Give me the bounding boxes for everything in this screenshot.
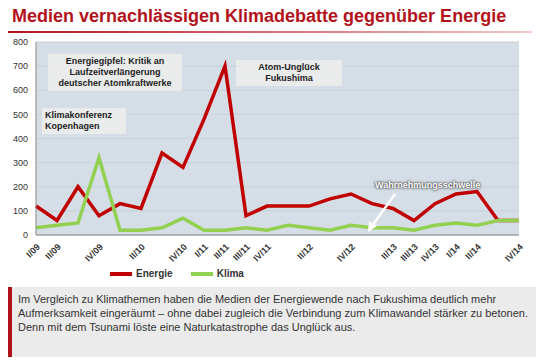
- html-text:Energie: Energie: [136, 268, 173, 279]
- svg-text:II/14: II/14: [463, 242, 482, 261]
- svg-text:IV/13: IV/13: [419, 242, 441, 264]
- svg-text:IV/12: IV/12: [335, 242, 357, 264]
- svg-text:700: 700: [13, 61, 28, 71]
- svg-text:200: 200: [13, 182, 28, 192]
- svg-text:I/11: I/11: [193, 242, 210, 259]
- html-text:Energiegipfel: Kritik an Laufz: Energiegipfel: Kritik an Laufzeitverläng…: [58, 56, 172, 88]
- svg-text:800: 800: [13, 37, 28, 47]
- html-text:Atom-Unglück Fukushima: Atom-Unglück Fukushima: [258, 62, 320, 83]
- svg-text:IV/11: IV/11: [251, 242, 273, 264]
- svg-text:IV/10: IV/10: [167, 242, 189, 264]
- svg-text:II/09: II/09: [43, 242, 62, 261]
- svg-text:II/12: II/12: [295, 242, 314, 261]
- html-text:Im Vergleich zu Klimathemen ha: Im Vergleich zu Klimathemen haben die Me…: [18, 293, 528, 333]
- svg-text:300: 300: [13, 158, 28, 168]
- svg-text:500: 500: [13, 110, 28, 120]
- svg-text:600: 600: [13, 85, 28, 95]
- html-text:Medien vernachlässigen Klimade: Medien vernachlässigen Klimadebatte gege…: [12, 6, 507, 26]
- svg-text:IV/14: IV/14: [503, 242, 525, 264]
- svg-text:I/14: I/14: [444, 242, 462, 260]
- svg-text:IV/09: IV/09: [83, 242, 105, 264]
- svg-text:0: 0: [23, 230, 28, 240]
- svg-text:II/13: II/13: [379, 242, 398, 261]
- html-text:Klimakonferenz Kopenhagen: Klimakonferenz Kopenhagen: [45, 110, 112, 131]
- svg-text:100: 100: [13, 206, 28, 216]
- svg-text:I/09: I/09: [24, 242, 42, 260]
- svg-text:III/13: III/13: [399, 242, 420, 263]
- svg-text:III/11: III/11: [231, 242, 252, 263]
- svg-text:II/11: II/11: [212, 242, 231, 261]
- svg-text:II/10: II/10: [127, 242, 146, 261]
- html-text:Klima: Klima: [216, 268, 244, 279]
- html-text:Wahrnehmungsschwelle: Wahrnehmungsschwelle: [375, 180, 481, 190]
- svg-text:400: 400: [13, 134, 28, 144]
